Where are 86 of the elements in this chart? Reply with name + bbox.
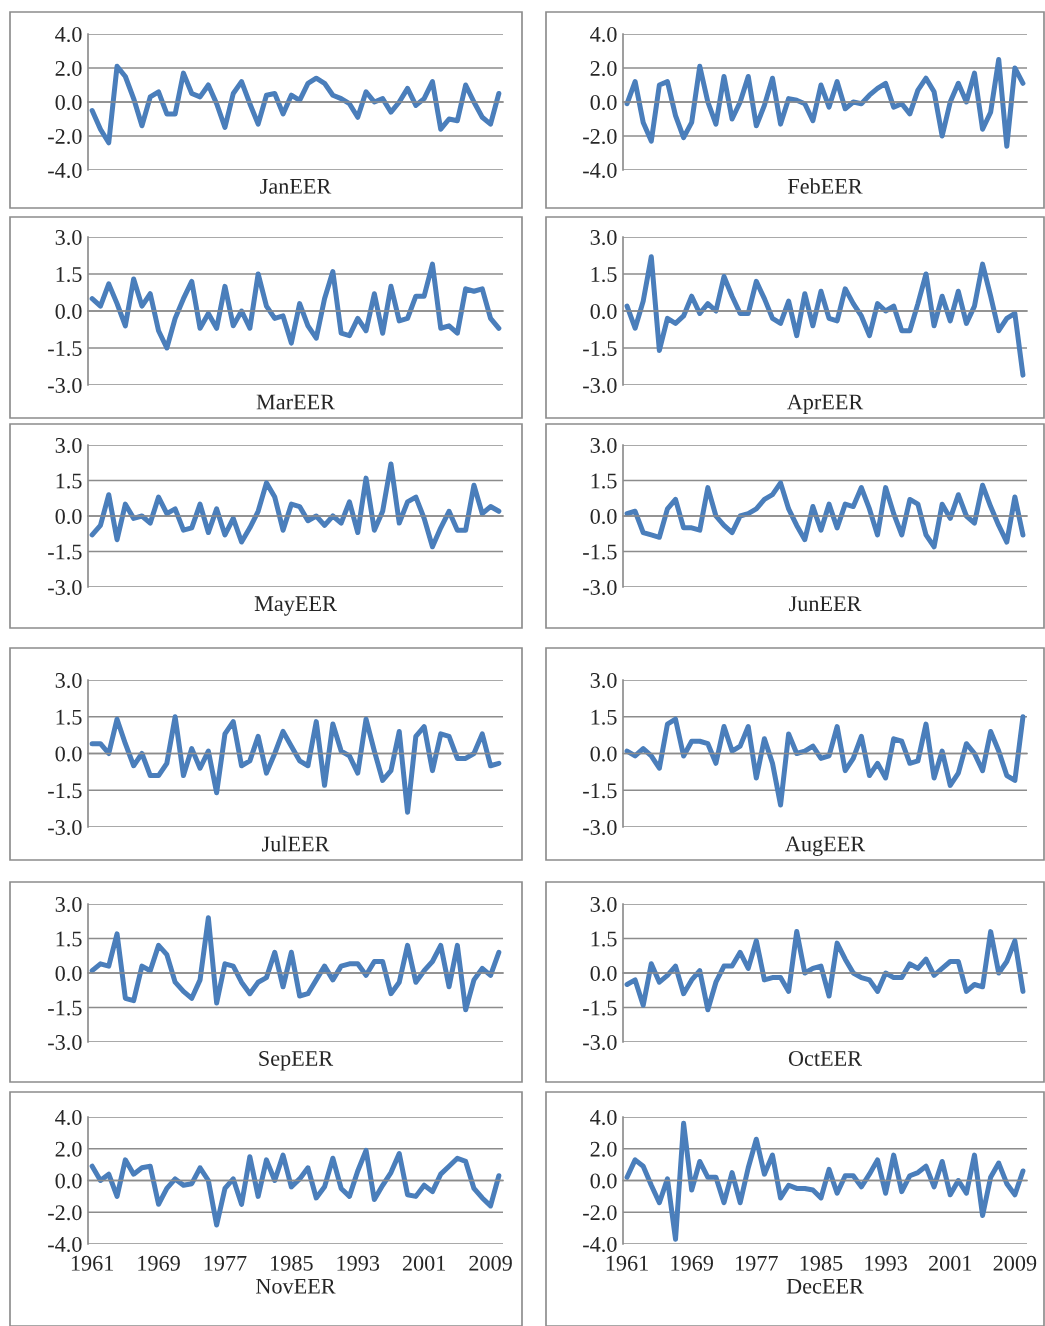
y-tick-label: -1.5 xyxy=(48,544,82,560)
x-tick-label: 2001 xyxy=(928,1255,972,1271)
y-tick-label: 1.5 xyxy=(56,709,82,725)
x-tick-label: 1969 xyxy=(671,1255,713,1271)
x-axis-title: MarEER xyxy=(256,394,335,410)
x-axis-title: JunEER xyxy=(789,596,862,612)
y-tick-label: 3.0 xyxy=(590,672,617,689)
y-tick-label: 0.0 xyxy=(55,1173,82,1189)
x-axis-title: AugEER xyxy=(785,836,866,856)
y-tick-label: -3.0 xyxy=(48,579,82,596)
x-axis-title: AprEER xyxy=(786,394,864,415)
x-tick-label: 1993 xyxy=(865,1255,907,1271)
y-tick-label: 3.0 xyxy=(55,672,82,689)
y-tick-label: 1.5 xyxy=(56,931,82,947)
y-tick-label: -2.0 xyxy=(48,1205,82,1221)
y-tick-label: -4.0 xyxy=(48,162,82,179)
x-axis-title: JulEER xyxy=(262,835,330,852)
y-tick-label: 3.0 xyxy=(590,437,617,454)
x-tick-label: 1977 xyxy=(736,1255,778,1271)
x-tick-label: 2009 xyxy=(469,1255,512,1271)
y-tick-label: 2.0 xyxy=(590,1141,617,1157)
y-tick-label: 0.0 xyxy=(55,303,82,320)
y-tick-label: -1.5 xyxy=(48,341,82,357)
y-tick-label: 1.5 xyxy=(56,267,82,283)
y-tick-label: -4.0 xyxy=(583,162,617,179)
x-tick-label: 1993 xyxy=(337,1255,380,1271)
y-tick-label: -3.0 xyxy=(583,579,617,596)
y-tick-label: 1.5 xyxy=(591,473,617,489)
x-tick-label: 1961 xyxy=(606,1255,648,1271)
y-tick-label: 3.0 xyxy=(55,437,82,454)
y-tick-label: -1.5 xyxy=(48,1000,82,1016)
y-tick-label: -3.0 xyxy=(48,1034,82,1051)
y-tick-label: -1.5 xyxy=(583,1000,617,1016)
y-tick-label: 3.0 xyxy=(590,896,617,913)
y-tick-label: -2.0 xyxy=(48,128,82,145)
y-tick-label: -2.0 xyxy=(583,1205,617,1221)
y-tick-label: -3.0 xyxy=(583,819,617,836)
y-tick-label: -2.0 xyxy=(583,128,617,145)
y-tick-label: 3.0 xyxy=(55,896,82,913)
y-tick-label: 3.0 xyxy=(590,229,617,246)
y-tick-label: -4.0 xyxy=(48,1236,82,1253)
x-tick-label: 2009 xyxy=(993,1255,1037,1271)
y-tick-label: 0.0 xyxy=(55,965,82,982)
y-tick-label: 0.0 xyxy=(590,746,617,762)
x-axis-title: DecEER xyxy=(786,1278,864,1294)
y-tick-label: 4.0 xyxy=(590,1109,617,1126)
x-tick-label: 1977 xyxy=(204,1255,247,1271)
y-tick-label: 2.0 xyxy=(55,60,82,77)
x-tick-label: 1961 xyxy=(71,1255,114,1271)
y-tick-label: -1.5 xyxy=(583,341,617,357)
y-tick-label: 0.0 xyxy=(590,303,617,320)
x-axis-title: FebEER xyxy=(787,178,863,194)
x-axis-title: NovEER xyxy=(256,1278,336,1294)
x-tick-label: 1985 xyxy=(271,1255,313,1271)
y-tick-label: -3.0 xyxy=(583,377,617,394)
y-tick-label: 4.0 xyxy=(55,26,82,43)
y-tick-label: 0.0 xyxy=(590,965,617,982)
y-tick-label: 3.0 xyxy=(55,229,82,246)
y-tick-label: -3.0 xyxy=(48,819,82,836)
x-tick-label: 1985 xyxy=(800,1255,843,1271)
y-tick-label: -1.5 xyxy=(583,783,617,799)
y-tick-label: -1.5 xyxy=(583,544,617,560)
y-tick-label: -3.0 xyxy=(48,377,82,394)
x-axis-title: SepEER xyxy=(259,1050,334,1071)
y-tick-label: 4.0 xyxy=(590,26,617,43)
x-axis-title: OctEER xyxy=(788,1050,862,1066)
y-tick-label: 0.0 xyxy=(55,508,82,525)
y-tick-label: 1.5 xyxy=(591,267,617,283)
y-tick-label: 0.0 xyxy=(590,508,617,525)
y-tick-label: -1.5 xyxy=(48,783,82,799)
x-tick-label: 2001 xyxy=(402,1255,446,1271)
y-tick-label: 2.0 xyxy=(55,1141,82,1157)
y-tick-label: 0.0 xyxy=(55,94,82,111)
y-tick-label: -3.0 xyxy=(583,1034,617,1051)
y-tick-label: 1.5 xyxy=(56,473,82,489)
x-tick-label: 1969 xyxy=(138,1255,180,1271)
y-tick-label: 0.0 xyxy=(590,94,617,111)
y-tick-label: -4.0 xyxy=(583,1236,617,1253)
x-axis-title: JanEER xyxy=(260,179,332,194)
y-tick-label: 2.0 xyxy=(590,60,617,77)
y-tick-label: 0.0 xyxy=(590,1173,617,1189)
x-axis-title: MayEER xyxy=(254,596,337,616)
y-tick-label: 1.5 xyxy=(591,931,617,947)
y-tick-label: 1.5 xyxy=(591,709,617,725)
y-tick-label: 4.0 xyxy=(55,1109,82,1126)
y-tick-label: 0.0 xyxy=(55,746,82,762)
